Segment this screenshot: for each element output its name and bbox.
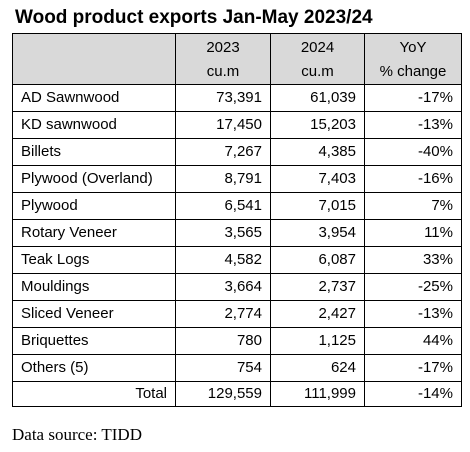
value-2023-cell: 7,267 — [175, 138, 271, 166]
yoy-change-cell: -25% — [364, 273, 462, 301]
value-2024-cell: 624 — [270, 354, 365, 382]
table-row: Plywood (Overland) 8,791 7,403 -16% — [12, 165, 462, 193]
table-row: Briquettes 780 1,125 44% — [12, 327, 462, 355]
unit-yoy: % change — [364, 60, 462, 85]
yoy-change-cell: 33% — [364, 246, 462, 274]
value-2024-cell: 1,125 — [270, 327, 365, 355]
table-title: Wood product exports Jan-May 2023/24 — [15, 7, 373, 28]
product-cell: Teak Logs — [12, 246, 176, 274]
header-product-cell-units — [12, 60, 176, 85]
value-2023-cell: 4,582 — [175, 246, 271, 274]
yoy-change-cell: -13% — [364, 300, 462, 328]
table-row: Teak Logs 4,582 6,087 33% — [12, 246, 462, 274]
table-row: Sliced Veneer 2,774 2,427 -13% — [12, 300, 462, 328]
value-2023-cell: 3,664 — [175, 273, 271, 301]
value-2024-cell: 7,015 — [270, 192, 365, 220]
value-2023-cell: 73,391 — [175, 84, 271, 112]
value-2023-cell: 754 — [175, 354, 271, 382]
product-cell: Plywood (Overland) — [12, 165, 176, 193]
yoy-change-cell: 44% — [364, 327, 462, 355]
value-2024-cell: 6,087 — [270, 246, 365, 274]
table-row: AD Sawnwood 73,391 61,039 -17% — [12, 84, 462, 112]
value-2023-cell: 8,791 — [175, 165, 271, 193]
product-cell: Rotary Veneer — [12, 219, 176, 247]
header-2023: 2023 — [175, 33, 271, 60]
value-2023-cell: 3,565 — [175, 219, 271, 247]
yoy-change-cell: -17% — [364, 84, 462, 112]
product-cell: AD Sawnwood — [12, 84, 176, 112]
value-2024-cell: 2,737 — [270, 273, 365, 301]
product-cell: Billets — [12, 138, 176, 166]
value-2023-cell: 2,774 — [175, 300, 271, 328]
value-2024-cell: 15,203 — [270, 111, 365, 139]
header-row-units: cu.m cu.m % change — [12, 60, 462, 85]
table-row: Plywood 6,541 7,015 7% — [12, 192, 462, 220]
header-yoy: YoY — [364, 33, 462, 60]
value-2023-cell: 780 — [175, 327, 271, 355]
product-cell: Briquettes — [12, 327, 176, 355]
yoy-change-cell: 11% — [364, 219, 462, 247]
product-cell: KD sawnwood — [12, 111, 176, 139]
yoy-change-cell: -40% — [364, 138, 462, 166]
product-cell: Mouldings — [12, 273, 176, 301]
total-2024: 111,999 — [270, 381, 365, 407]
table-row: Mouldings 3,664 2,737 -25% — [12, 273, 462, 301]
total-yoy: -14% — [364, 381, 462, 407]
header-product-cell — [12, 33, 176, 60]
value-2023-cell: 17,450 — [175, 111, 271, 139]
data-source-note: Data source: TIDD — [12, 425, 142, 444]
table-row: Rotary Veneer 3,565 3,954 11% — [12, 219, 462, 247]
value-2024-cell: 3,954 — [270, 219, 365, 247]
value-2024-cell: 2,427 — [270, 300, 365, 328]
unit-2024: cu.m — [270, 60, 365, 85]
exports-table: 2023 2024 YoY cu.m cu.m % change AD Sawn… — [12, 33, 462, 407]
table-row: Billets 7,267 4,385 -40% — [12, 138, 462, 166]
value-2024-cell: 4,385 — [270, 138, 365, 166]
yoy-change-cell: -16% — [364, 165, 462, 193]
yoy-change-cell: -17% — [364, 354, 462, 382]
product-cell: Plywood — [12, 192, 176, 220]
value-2024-cell: 61,039 — [270, 84, 365, 112]
product-cell: Others (5) — [12, 354, 176, 382]
value-2023-cell: 6,541 — [175, 192, 271, 220]
total-2023: 129,559 — [175, 381, 271, 407]
header-2024: 2024 — [270, 33, 365, 60]
table-row: KD sawnwood 17,450 15,203 -13% — [12, 111, 462, 139]
yoy-change-cell: -13% — [364, 111, 462, 139]
unit-2023: cu.m — [175, 60, 271, 85]
yoy-change-cell: 7% — [364, 192, 462, 220]
product-cell: Sliced Veneer — [12, 300, 176, 328]
total-row: Total 129,559 111,999 -14% — [12, 381, 462, 407]
total-label: Total — [12, 381, 176, 407]
header-row-years: 2023 2024 YoY — [12, 33, 462, 60]
table-row: Others (5) 754 624 -17% — [12, 354, 462, 382]
value-2024-cell: 7,403 — [270, 165, 365, 193]
